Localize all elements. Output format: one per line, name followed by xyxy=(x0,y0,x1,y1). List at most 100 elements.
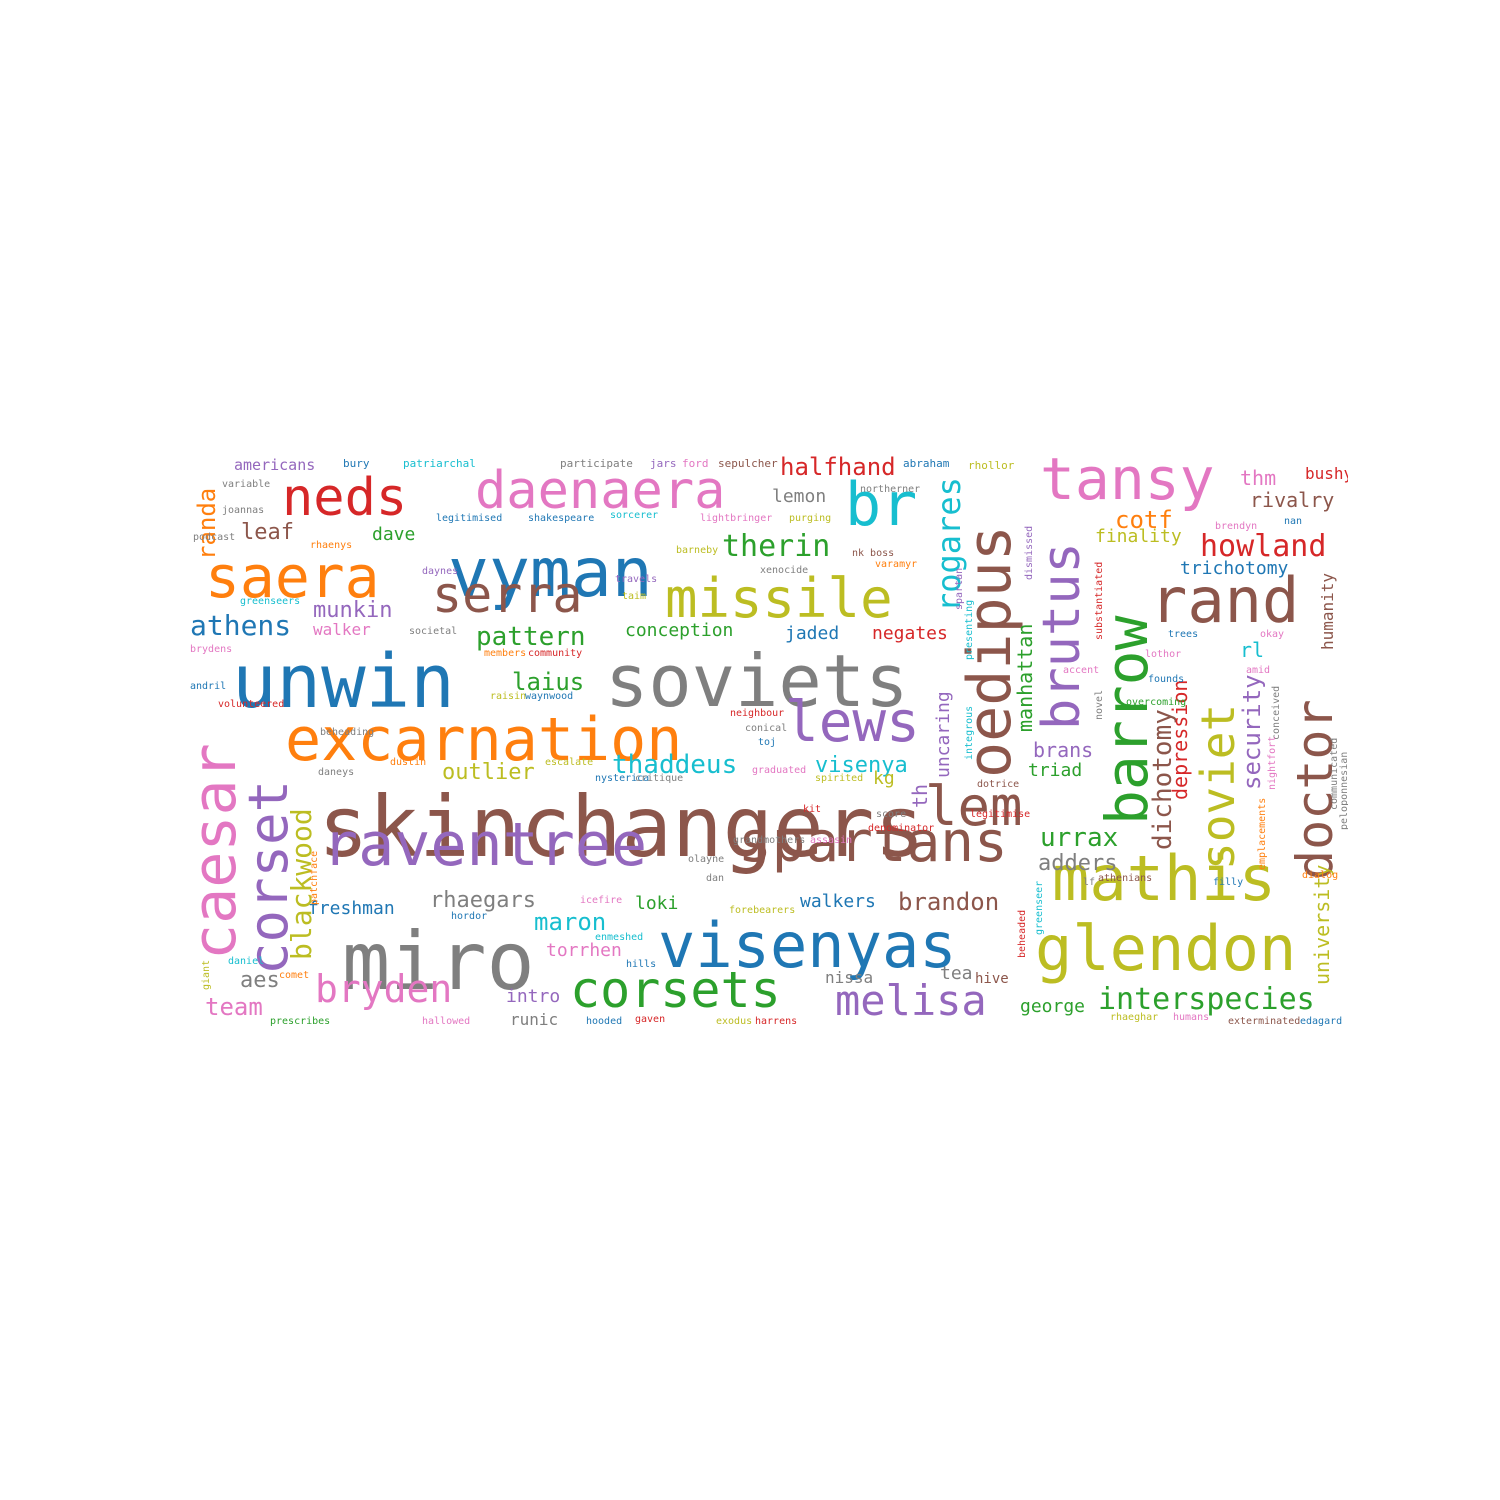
word-miro: miro xyxy=(342,915,535,1008)
word-toj: toj xyxy=(758,737,777,748)
word-jaded: jaded xyxy=(785,623,840,644)
word-daynes: daynes xyxy=(422,566,459,577)
word-sepulcher: sepulcher xyxy=(718,457,778,470)
word-patriarchal: patriarchal xyxy=(403,457,476,470)
word-finality: finality xyxy=(1095,526,1182,547)
word-urrax: urrax xyxy=(1040,823,1119,853)
word-triad: triad xyxy=(1028,760,1083,781)
word-beheaded: beheaded xyxy=(1017,909,1028,958)
word-humans: humans xyxy=(1173,1012,1210,1023)
word-brutus: brutus xyxy=(1032,542,1092,730)
word-ford: ford xyxy=(682,457,709,470)
word-lews: lews xyxy=(785,690,920,755)
word-howland: howland xyxy=(1200,529,1327,564)
word-waynwood: waynwood xyxy=(525,691,574,702)
word-nysterica: nysterica xyxy=(595,773,650,784)
word-dotrice: dotrice xyxy=(977,779,1020,790)
word-raventree: raventree xyxy=(322,810,648,880)
word-dan: dan xyxy=(706,873,725,884)
word-rivalry: rivalry xyxy=(1250,488,1335,512)
word-critique: critique xyxy=(635,773,684,784)
word-unwin: unwin xyxy=(232,639,455,725)
word-munkin: munkin xyxy=(313,598,393,623)
word-torrhen: torrhen xyxy=(546,940,622,961)
word-glendon: glendon xyxy=(1035,912,1297,985)
word-th: th xyxy=(908,783,932,808)
word-nan: nan xyxy=(1284,516,1303,527)
word-spartans: spartans xyxy=(738,810,1008,875)
word-andril: andril xyxy=(190,681,227,692)
word-athens: athens xyxy=(190,609,292,642)
word-peloponnesian: peloponnesian xyxy=(1339,751,1348,830)
word-intro: intro xyxy=(506,986,561,1007)
word-daneys: daneys xyxy=(318,767,355,778)
word-sorcerer: sorcerer xyxy=(610,510,659,521)
word-societal: societal xyxy=(409,626,458,637)
word-patchface: patchface xyxy=(309,850,320,905)
word-skinchangers: skinchangers xyxy=(318,778,925,876)
word-emplacements: emplacements xyxy=(1257,797,1268,870)
word-tansy: tansy xyxy=(1040,455,1215,513)
word-rand: rand xyxy=(1150,564,1300,637)
word-nissa: nissa xyxy=(825,968,874,987)
word-americans: americans xyxy=(234,456,316,474)
word-rhaenys: rhaenys xyxy=(310,540,353,551)
word-corsets: corsets xyxy=(570,961,781,1019)
word-dismissed: dismissed xyxy=(1024,525,1035,580)
word-shakespeare: shakespeare xyxy=(528,513,595,524)
word-filly: filly xyxy=(1213,877,1244,888)
word-participate: participate xyxy=(560,457,633,470)
word-halfhand: halfhand xyxy=(780,455,896,481)
word-variable: variable xyxy=(222,479,271,490)
word-therin: therin xyxy=(722,529,831,564)
word-score: score xyxy=(876,809,907,820)
word-escalate: escalate xyxy=(545,757,594,768)
word-varamyr: varamyr xyxy=(875,559,918,570)
word-bushy: bushy xyxy=(1305,464,1348,483)
word-novel: novel xyxy=(1094,689,1105,720)
word-olayne: olayne xyxy=(688,854,725,865)
word-harrens: harrens xyxy=(755,1016,798,1027)
word-maron: maron xyxy=(534,908,607,936)
word-pattern: pattern xyxy=(476,622,586,652)
word-conception: conception xyxy=(625,620,734,641)
word-uncaring: uncaring xyxy=(933,691,954,778)
word-taim: taim xyxy=(622,591,647,602)
word-hills: hills xyxy=(626,959,657,970)
word-graduated: graduated xyxy=(752,765,807,776)
word-jars: jars xyxy=(650,457,677,470)
word-university: university xyxy=(1310,864,1334,985)
word-runic: runic xyxy=(510,1010,559,1029)
word-cloud: skinchangers soviets unwin excarnation m… xyxy=(188,455,1348,1035)
word-giant: giant xyxy=(201,959,212,990)
word-edagard: edagard xyxy=(1300,1016,1343,1027)
word-interspecies: interspecies xyxy=(1098,982,1315,1017)
word-brydens: brydens xyxy=(190,644,233,655)
word-lf: lf xyxy=(1083,877,1096,888)
word-tea: tea xyxy=(940,963,973,984)
word-raisin: raisin xyxy=(490,691,527,702)
word-outlier: outlier xyxy=(442,760,535,785)
word-brandon: brandon xyxy=(898,888,1000,916)
word-br: br xyxy=(845,470,918,540)
word-grandmothers: grandmothers xyxy=(733,835,806,846)
word-loki: loki xyxy=(635,893,679,914)
word-team: team xyxy=(205,993,263,1021)
word-gaven: gaven xyxy=(635,1014,666,1025)
word-greenseers: greenseers xyxy=(240,596,301,607)
word-missile: missile xyxy=(665,567,893,630)
word-laius: laius xyxy=(512,668,585,696)
word-leaf: leaf xyxy=(241,520,294,545)
word-bury: bury xyxy=(343,457,370,470)
word-athenians: athenians xyxy=(1098,873,1153,884)
word-saera: saera xyxy=(205,543,380,611)
word-dave: dave xyxy=(372,524,416,545)
word-prescribes: prescribes xyxy=(270,1016,331,1027)
word-legitimise: legitimise xyxy=(970,809,1031,820)
word-bryden: bryden xyxy=(315,967,453,1011)
word-soviets: soviets xyxy=(605,639,909,723)
word-kit: kit xyxy=(803,804,822,815)
word-integrous: integrous xyxy=(964,705,975,760)
word-volunteered: volunteered xyxy=(218,699,285,710)
word-lightbringer: lightbringer xyxy=(700,513,773,524)
